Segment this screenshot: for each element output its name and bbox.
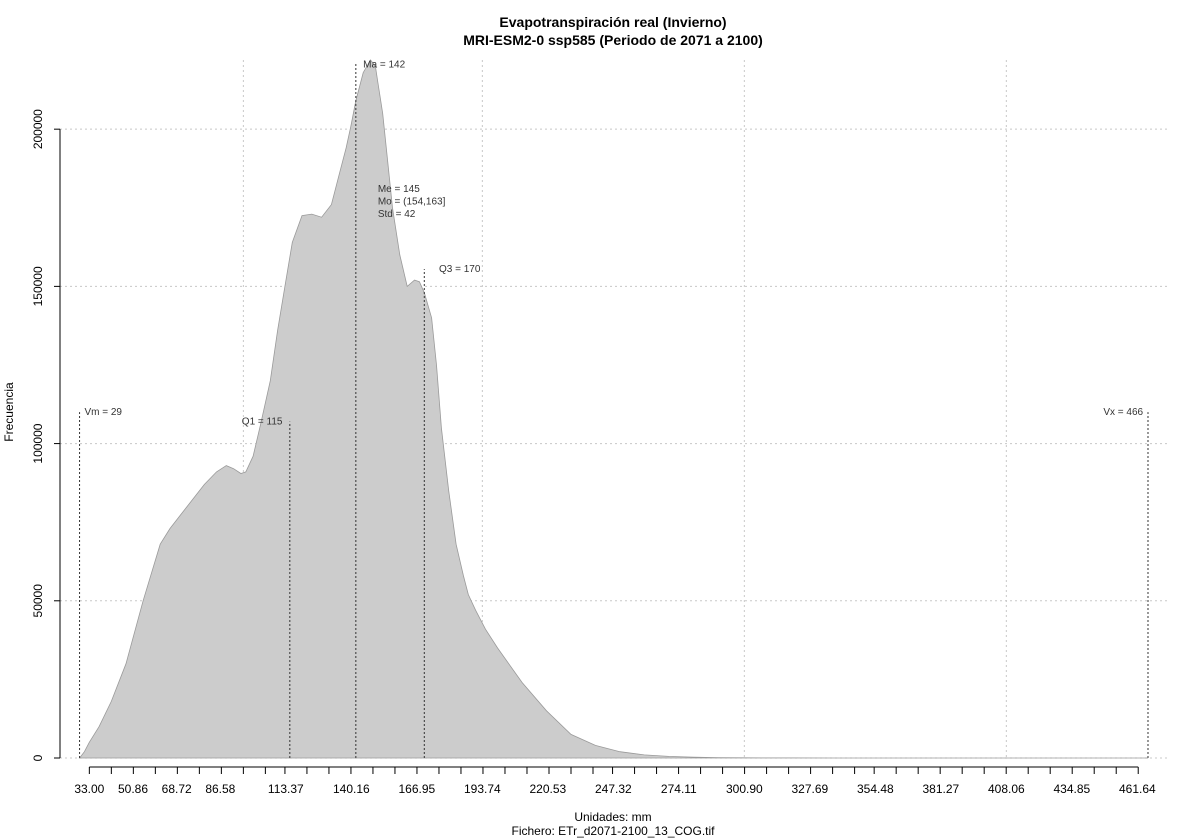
marker-label-0: Vm = 29 [84, 407, 122, 418]
x-tick-label-15: 408.06 [988, 782, 1025, 796]
x-tick-label-16: 434.85 [1053, 782, 1090, 796]
marker-layer [79, 63, 1149, 758]
x-tick-label-4: 113.37 [268, 782, 304, 796]
axis-layer: 0 50000 100000 150000 200000 33.00 50.86 68.72 8… [31, 109, 1156, 796]
stat-label-1: Mo = (154,163] [378, 196, 446, 207]
x-tick-label-14: 381.27 [922, 782, 959, 796]
x-tick-label-6: 166.95 [398, 782, 435, 796]
stat-label-2: Std = 42 [378, 209, 416, 220]
x-tick-label-9: 247.32 [595, 782, 632, 796]
x-tick-label-3: 86.58 [205, 782, 235, 796]
marker-label-4: Vx = 466 [1103, 407, 1143, 418]
annotation-layer: Vm = 29 Q1 = 115 Ma = 142 Q3 = 170 Vx = 466 M… [84, 60, 1143, 428]
y-tick-label-4: 200000 [31, 109, 45, 149]
x-tick-label-11: 300.90 [726, 782, 763, 796]
chart-subtitle: MRI-ESM2-0 ssp585 (Periodo de 2071 a 210… [463, 32, 763, 48]
x-tick-label-10: 274.11 [661, 782, 697, 796]
y-tick-label-1: 50000 [31, 584, 45, 618]
y-tick-label-0: 0 [31, 754, 45, 761]
x-tick-label-0: 33.00 [74, 782, 104, 796]
x-axis-label: Unidades: mm [574, 810, 651, 824]
x-tick-label-7: 193.74 [464, 782, 501, 796]
marker-label-3: Q3 = 170 [439, 264, 481, 275]
x-tick-label-5: 140.16 [333, 782, 370, 796]
marker-label-1: Q1 = 115 [242, 417, 283, 428]
chart-title: Evapotranspiración real (Invierno) [499, 14, 726, 30]
x-tick-label-12: 327.69 [791, 782, 828, 796]
marker-label-2: Ma = 142 [363, 60, 405, 71]
x-tick-label-1: 50.86 [118, 782, 148, 796]
stat-label-0: Me = 145 [378, 184, 420, 195]
density-area [78, 59, 1148, 759]
x-tick-label-17: 461.64 [1119, 782, 1156, 796]
x-tick-label-2: 68.72 [162, 782, 192, 796]
y-tick-label-2: 100000 [31, 423, 45, 463]
x-tick-label-8: 220.53 [529, 782, 566, 796]
x-tick-label-13: 354.48 [857, 782, 894, 796]
file-caption: Fichero: ETr_d2071-2100_13_COG.tif [512, 824, 716, 838]
y-tick-label-3: 150000 [31, 266, 45, 306]
density-area-layer [78, 59, 1148, 759]
y-axis-label: Frecuencia [2, 382, 16, 442]
